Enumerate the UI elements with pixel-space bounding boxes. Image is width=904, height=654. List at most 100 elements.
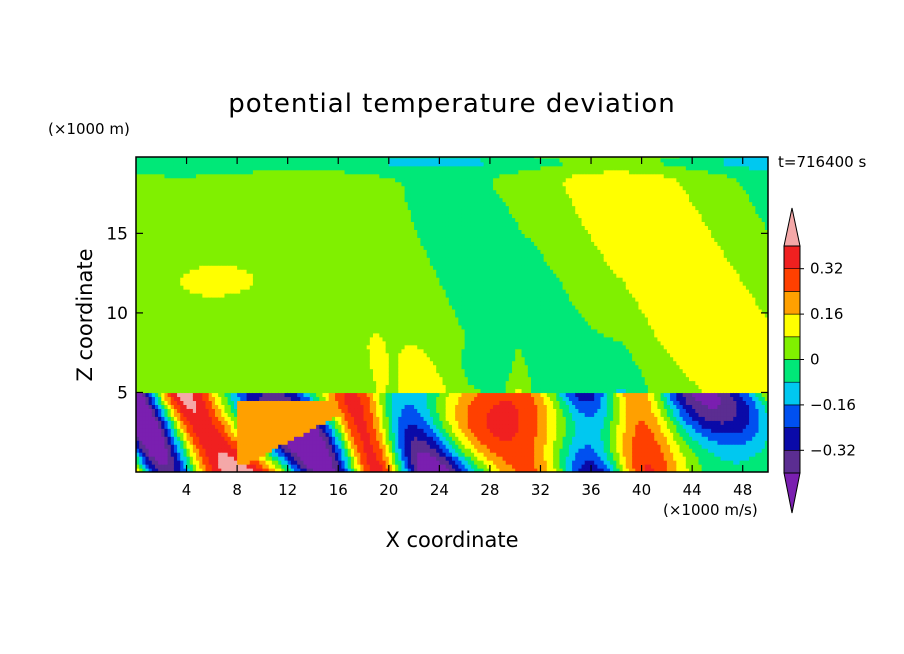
field-cell bbox=[199, 456, 203, 461]
field-cell bbox=[167, 384, 172, 390]
field-cell bbox=[199, 460, 203, 465]
field-cell bbox=[145, 177, 150, 183]
field-cell bbox=[196, 197, 200, 203]
field-cell bbox=[199, 332, 203, 338]
field-cell bbox=[189, 440, 194, 445]
field-cell bbox=[208, 312, 213, 318]
field-cell bbox=[139, 249, 143, 254]
field-cell bbox=[170, 328, 175, 334]
field-cell bbox=[158, 189, 162, 195]
field-cell bbox=[221, 432, 226, 437]
field-cell bbox=[189, 412, 194, 417]
field-cell bbox=[173, 261, 178, 266]
field-cell bbox=[233, 420, 238, 425]
field-cell bbox=[139, 384, 143, 390]
field-cell bbox=[227, 344, 232, 350]
field-cell bbox=[199, 245, 203, 250]
field-cell bbox=[192, 344, 197, 350]
field-cell bbox=[177, 440, 181, 445]
field-cell bbox=[202, 277, 207, 282]
field-cell bbox=[218, 285, 222, 290]
field-cell bbox=[196, 432, 200, 437]
field-cell bbox=[237, 165, 241, 171]
field-cell bbox=[240, 297, 245, 302]
field-cell bbox=[243, 448, 248, 453]
field-cell bbox=[224, 265, 229, 270]
field-cell bbox=[196, 209, 200, 215]
field-cell bbox=[240, 157, 245, 163]
field-cell bbox=[173, 213, 178, 219]
field-cell bbox=[145, 448, 150, 453]
field-cell bbox=[230, 281, 235, 286]
field-cell bbox=[173, 249, 178, 254]
field-cell bbox=[177, 456, 181, 461]
field-cell bbox=[148, 205, 153, 211]
field-cell bbox=[161, 285, 166, 290]
field-cell bbox=[158, 253, 162, 258]
field-cell bbox=[192, 412, 197, 417]
field-cell bbox=[208, 169, 213, 175]
field-cell bbox=[196, 273, 200, 278]
field-cell bbox=[208, 316, 213, 322]
field-cell bbox=[240, 376, 245, 382]
field-cell bbox=[205, 424, 210, 429]
field-cell bbox=[224, 368, 229, 374]
field-cell bbox=[173, 217, 178, 223]
chart-title: potential temperature deviation bbox=[228, 89, 675, 119]
field-cell bbox=[192, 424, 197, 429]
field-cell bbox=[205, 468, 210, 472]
field-cell bbox=[243, 412, 248, 417]
field-cell bbox=[243, 300, 248, 306]
field-cell bbox=[139, 277, 143, 282]
field-cell bbox=[148, 161, 153, 167]
field-cell bbox=[192, 360, 197, 366]
field-cell bbox=[211, 177, 216, 183]
field-cell bbox=[208, 209, 213, 215]
field-cell bbox=[221, 209, 226, 215]
field-cell bbox=[158, 384, 162, 390]
field-cell bbox=[192, 165, 197, 171]
field-cell bbox=[170, 348, 175, 354]
field-cell bbox=[183, 452, 188, 457]
field-cell bbox=[139, 269, 143, 274]
field-cell bbox=[142, 225, 147, 230]
field-cell bbox=[136, 320, 140, 326]
field-cell bbox=[189, 197, 194, 203]
field-cell bbox=[199, 428, 203, 433]
field-cell bbox=[211, 344, 216, 350]
field-cell bbox=[158, 348, 162, 354]
field-cell bbox=[170, 332, 175, 338]
field-cell bbox=[158, 165, 162, 171]
field-cell bbox=[240, 253, 245, 258]
field-cell bbox=[233, 205, 238, 211]
field-cell bbox=[189, 157, 194, 163]
field-cell bbox=[170, 197, 175, 203]
field-cell bbox=[211, 376, 216, 382]
field-cell bbox=[186, 388, 191, 394]
field-cell bbox=[186, 281, 191, 286]
field-cell bbox=[192, 460, 197, 465]
field-cell bbox=[243, 468, 248, 472]
field-cell bbox=[164, 225, 169, 230]
field-cell bbox=[211, 380, 216, 386]
field-cell bbox=[211, 356, 216, 362]
field-cell bbox=[167, 352, 172, 358]
field-cell bbox=[199, 185, 203, 191]
field-cell bbox=[186, 364, 191, 370]
field-cell bbox=[227, 189, 232, 195]
field-cell bbox=[183, 380, 188, 386]
field-cell bbox=[240, 392, 245, 398]
field-cell bbox=[221, 440, 226, 445]
field-cell bbox=[164, 468, 169, 472]
field-cell bbox=[158, 352, 162, 358]
field-cell bbox=[230, 452, 235, 457]
field-cell bbox=[145, 161, 150, 167]
field-cell bbox=[173, 225, 178, 230]
field-cell bbox=[189, 380, 194, 386]
field-cell bbox=[145, 336, 150, 342]
field-cell bbox=[183, 340, 188, 346]
field-cell bbox=[233, 241, 238, 246]
field-cell bbox=[208, 245, 213, 250]
field-cell bbox=[227, 177, 232, 183]
field-cell bbox=[142, 368, 147, 374]
